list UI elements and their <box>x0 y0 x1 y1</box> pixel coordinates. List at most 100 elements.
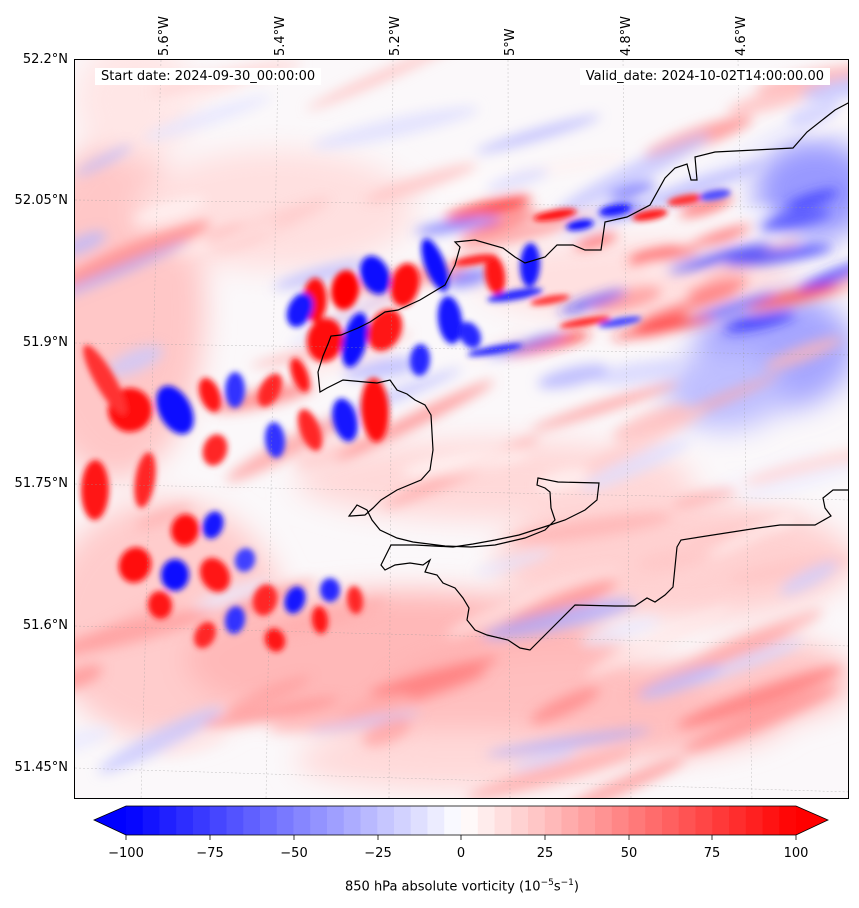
meridian-line <box>388 60 394 798</box>
parallel-line <box>75 342 848 356</box>
vorticity-streak <box>627 525 782 606</box>
vorticity-streak <box>804 94 848 138</box>
vorticity-cell <box>359 255 391 295</box>
vorticity-cell <box>156 385 194 435</box>
colorbar-cell <box>142 806 160 835</box>
colorbar-cell <box>662 806 680 835</box>
vorticity-streak <box>611 403 687 441</box>
vorticity-streak <box>75 221 211 287</box>
colorbar-cell <box>427 806 445 835</box>
colorbar-tick-label: −25 <box>364 846 392 861</box>
vorticity-streak <box>682 685 839 753</box>
colorbar-cell <box>226 806 244 835</box>
vorticity-cell <box>297 409 323 451</box>
colorbar-title: 850 hPa absolute vorticity (10−5s−1) <box>0 878 859 894</box>
colorbar-cell <box>595 806 613 835</box>
vorticity-streak <box>134 504 193 529</box>
meridian-line <box>507 60 511 798</box>
vorticity-streak <box>75 608 216 656</box>
colorbar-cell <box>461 806 479 835</box>
vorticity-streak <box>787 100 841 128</box>
vorticity-cell <box>170 514 200 546</box>
lon-label-5-0: 5°W <box>503 28 518 56</box>
vorticity-band <box>459 210 542 241</box>
vorticity-streak <box>671 487 737 508</box>
vorticity-streak <box>75 726 113 756</box>
lon-label-5-4: 5.4°W <box>273 15 288 56</box>
vorticity-streak <box>308 711 421 733</box>
colorbar-cell <box>762 806 780 835</box>
vorticity-cell <box>458 321 482 349</box>
colorbar-cell <box>712 806 730 835</box>
colorbar-cell <box>193 806 211 835</box>
vorticity-cell <box>330 270 360 310</box>
vorticity-band <box>798 261 848 292</box>
vorticity-streak <box>225 676 311 713</box>
vorticity-streak <box>555 134 711 215</box>
lon-label-5-2: 5.2°W <box>388 15 403 56</box>
colorbar-tick-label: −75 <box>196 846 224 861</box>
colorbar-tick-label: 100 <box>783 846 809 861</box>
vorticity-streak <box>780 561 839 595</box>
vorticity-streak <box>226 413 353 482</box>
vorticity-streak <box>365 163 478 203</box>
vorticity-band <box>627 246 698 264</box>
coastline <box>317 102 848 651</box>
vorticity-cores <box>80 189 731 652</box>
vorticity-streak <box>75 240 190 304</box>
vorticity-band-core <box>632 209 668 221</box>
colorbar-cell <box>327 806 345 835</box>
meridian-line <box>622 60 632 798</box>
colorbar-cell <box>494 806 512 835</box>
vorticity-band <box>723 310 796 332</box>
vorticity-band <box>666 242 773 272</box>
colorbar-cell <box>444 806 462 835</box>
vorticity-band-core <box>667 194 703 206</box>
vorticity-cell <box>367 309 403 351</box>
vorticity-streak <box>400 447 531 477</box>
vorticity-cell <box>194 621 216 649</box>
vorticity-cell <box>202 434 228 466</box>
vorticity-cell <box>202 511 224 539</box>
vorticity-cell <box>80 460 110 520</box>
colorbar-cell <box>209 806 227 835</box>
map-panel <box>74 59 849 799</box>
vorticity-streak <box>508 512 673 544</box>
colorbar-extend-min <box>94 806 126 835</box>
vorticity-streak <box>482 599 636 640</box>
vorticity-streak <box>677 666 842 728</box>
vorticity-cell <box>332 398 358 442</box>
vorticity-cell <box>264 628 286 652</box>
colorbar-title-exponent: −5 <box>540 878 554 888</box>
colorbar-cell <box>410 806 428 835</box>
colorbar-cell <box>293 806 311 835</box>
vorticity-streak <box>537 468 590 492</box>
vorticity-streak <box>678 109 832 183</box>
vorticity-streak <box>107 345 164 377</box>
colorbar-cell <box>243 806 261 835</box>
vorticity-streak <box>455 210 608 252</box>
colorbar-cell <box>477 806 495 835</box>
vorticity-streak <box>486 168 550 191</box>
vorticity-cell <box>234 548 256 572</box>
vorticity-streak <box>764 336 842 371</box>
vorticity-streak <box>592 360 682 386</box>
colorbar-title-unit: s <box>553 879 561 895</box>
vorticity-cell <box>346 586 364 614</box>
vorticity-band <box>759 209 831 230</box>
colorbar-tick-label: −100 <box>108 846 144 861</box>
colorbar-cell <box>779 806 797 835</box>
coastline-south <box>347 477 848 651</box>
colorbar-cell <box>260 806 278 835</box>
lat-label-51-6: 51.6°N <box>22 618 68 633</box>
vorticity-streak <box>382 636 493 680</box>
vorticity-cell <box>198 377 222 413</box>
vorticity-streak <box>194 579 271 611</box>
vorticity-cell <box>519 243 541 287</box>
colorbar-cell <box>578 806 596 835</box>
vorticity-band <box>786 189 839 210</box>
vorticity-band-core <box>559 316 611 328</box>
vorticity-band <box>744 285 842 309</box>
vorticity-cell <box>264 422 286 458</box>
parallel-line <box>75 625 848 647</box>
